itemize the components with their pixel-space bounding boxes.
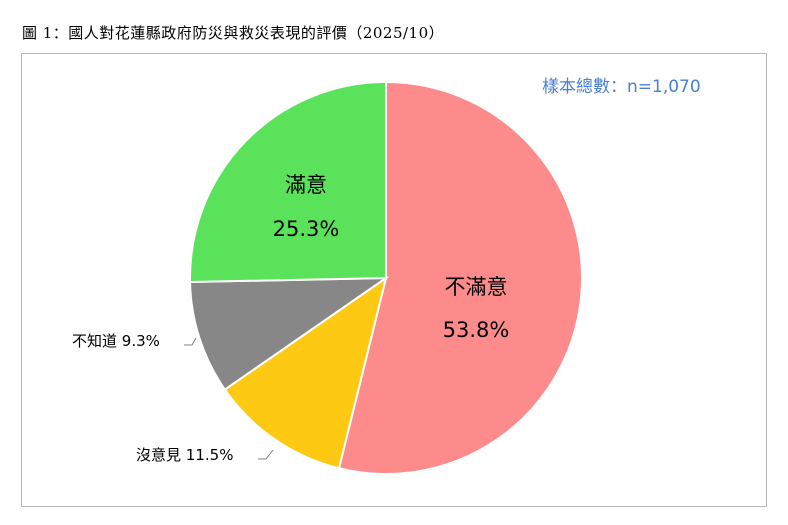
pie-slice-satisfied <box>189 80 387 284</box>
outside-label-dont-know: 不知道 9.3% <box>72 332 160 350</box>
sample-size-note: 樣本總數：n=1,070 <box>542 77 701 97</box>
pie-slice-dont-know <box>189 276 390 391</box>
pie-slice-dissatisfied <box>337 80 583 475</box>
leader-line-dont-know <box>184 337 197 346</box>
slice-value-dont-know: 9.3% <box>122 332 160 350</box>
slice-value-no-opinion: 11.5% <box>186 446 234 464</box>
slice-value-dissatisfied: 53.8% <box>443 318 510 342</box>
leader-line-no-opinion <box>258 449 274 460</box>
slice-label-dont-know: 不知道 <box>72 332 117 350</box>
outside-label-no-opinion: 沒意見 11.5% <box>136 446 233 464</box>
pie-slice-no-opinion <box>223 275 388 470</box>
chart-frame <box>21 53 767 507</box>
slice-value-satisfied: 25.3% <box>273 217 340 241</box>
page-title: 圖 1：國人對花蓮縣政府防災與救災表現的評價（2025/10） <box>22 24 445 42</box>
slice-label-satisfied: 滿意 <box>285 173 327 197</box>
pie-slices <box>189 80 583 475</box>
leader-lines <box>184 337 274 460</box>
slice-label-dissatisfied: 不滿意 <box>445 275 508 299</box>
slice-label-no-opinion: 沒意見 <box>136 446 181 464</box>
